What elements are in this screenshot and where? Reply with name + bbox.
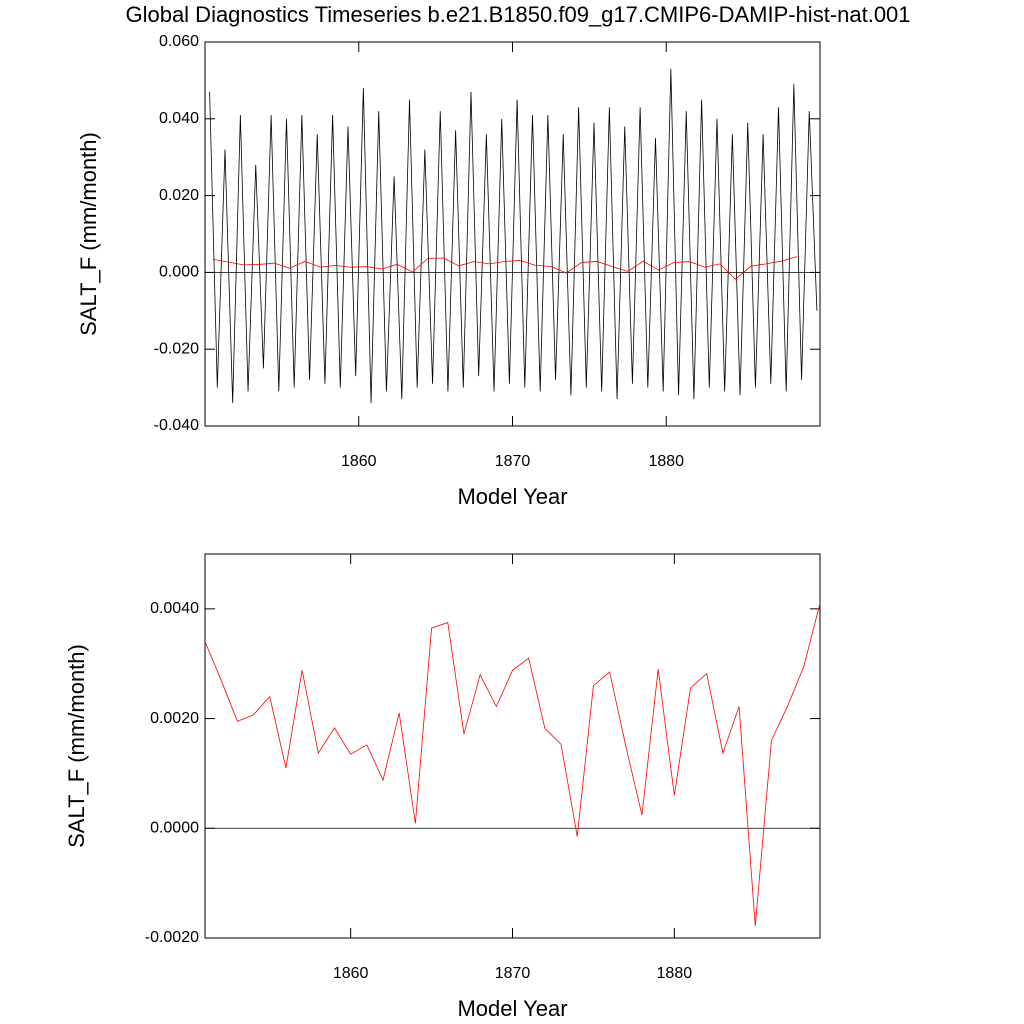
x-axis-label: Model Year [457, 484, 567, 509]
data-line [212, 256, 798, 280]
plot-frame [204, 553, 821, 939]
x-tick-label: 1870 [495, 453, 531, 470]
y-axis-label: SALT_F (mm/month) [76, 132, 101, 336]
y-tick-label: -0.040 [154, 417, 199, 434]
y-tick-label: 0.040 [159, 110, 199, 127]
x-tick-label: 1860 [333, 965, 369, 982]
y-tick-label: 0.0020 [150, 710, 199, 727]
x-tick-label: 1880 [657, 965, 693, 982]
y-tick-label: 0.060 [159, 33, 199, 50]
y-tick-label: 0.020 [159, 187, 199, 204]
chart-title: Global Diagnostics Timeseries b.e21.B185… [125, 2, 910, 27]
y-tick-label: 0.000 [159, 264, 199, 281]
y-tick-label: 0.0000 [150, 820, 199, 837]
x-tick-label: 1870 [495, 965, 531, 982]
x-axis-label: Model Year [457, 996, 567, 1021]
y-axis-label: SALT_F (mm/month) [64, 644, 89, 848]
y-tick-label: -0.020 [154, 340, 199, 357]
data-line [204, 603, 821, 926]
data-line [209, 68, 818, 403]
plot-frame [204, 41, 821, 427]
y-tick-label: -0.0020 [145, 929, 199, 946]
x-tick-label: 1860 [341, 453, 377, 470]
y-tick-label: 0.0040 [150, 600, 199, 617]
x-tick-label: 1880 [648, 453, 684, 470]
